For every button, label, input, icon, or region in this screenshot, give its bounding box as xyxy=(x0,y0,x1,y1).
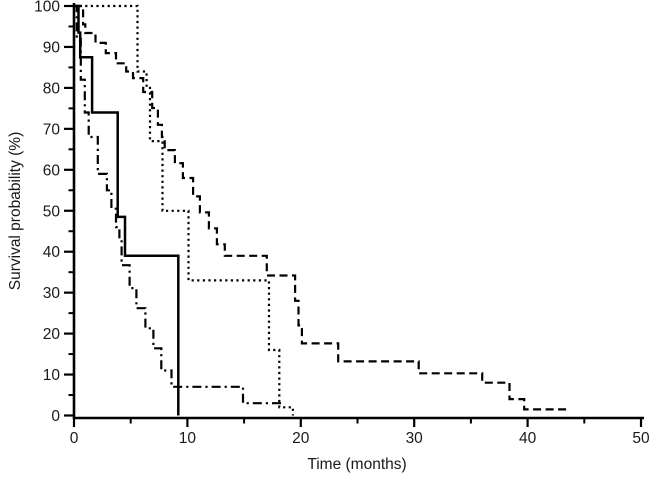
y-tick-label: 100 xyxy=(34,0,60,16)
y-tick-label: 50 xyxy=(43,203,61,220)
y-tick-label: 10 xyxy=(43,367,61,384)
x-axis-title: Time (months) xyxy=(307,456,406,473)
y-tick-label: 90 xyxy=(43,39,61,56)
series-solid-line xyxy=(74,4,180,416)
x-tick-label: 0 xyxy=(70,430,79,447)
y-tick-label: 40 xyxy=(43,244,61,261)
series-dotted-line xyxy=(74,4,294,416)
series-layer xyxy=(74,4,569,416)
y-tick-label: 80 xyxy=(43,80,61,97)
x-tick-label: 30 xyxy=(406,430,424,447)
y-tick-label: 70 xyxy=(43,121,61,138)
x-tick-label: 50 xyxy=(632,430,650,447)
x-tick-label: 40 xyxy=(519,430,537,447)
series-dash-dot-line xyxy=(74,4,284,405)
y-tick-label: 20 xyxy=(43,326,61,343)
series-dashed-line xyxy=(74,4,569,411)
y-tick-label: 60 xyxy=(43,162,61,179)
y-tick-label: 30 xyxy=(43,285,61,302)
y-tick-label: 0 xyxy=(51,408,60,425)
axes-layer: 0 10 20 30 40 50 0 10 20 30 40 50 60 70 80 90 100 xyxy=(34,0,650,447)
y-axis-title: Survival probability (%) xyxy=(7,132,24,291)
x-tick-label: 20 xyxy=(292,430,310,447)
x-tick-label: 10 xyxy=(179,430,197,447)
